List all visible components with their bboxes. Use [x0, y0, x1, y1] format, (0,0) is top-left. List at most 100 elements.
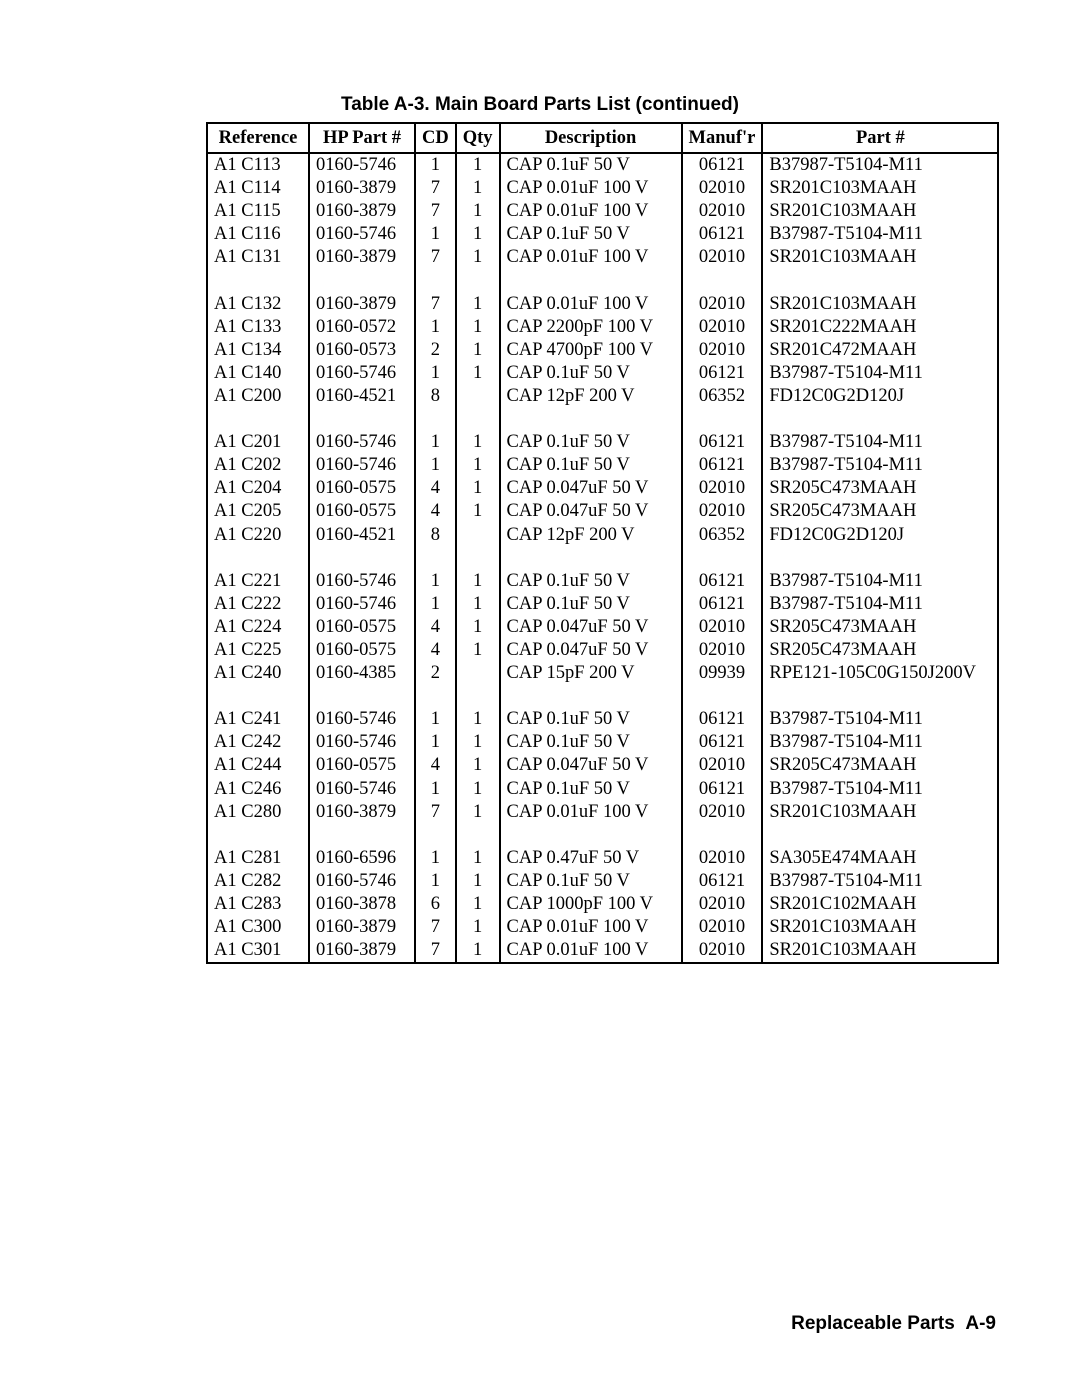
- table-row: A1 C2410160-574611CAP 0.1uF 50 V06121B37…: [207, 708, 998, 731]
- cell-ref: A1 C133: [207, 316, 309, 339]
- cell-part: B37987-T5104-M11: [762, 431, 998, 454]
- cell-cd: 6: [415, 893, 456, 916]
- cell-desc: CAP 0.047uF 50 V: [500, 500, 682, 523]
- cell-man: 06121: [682, 153, 763, 177]
- cell-cd: 1: [415, 431, 456, 454]
- cell-man: 06121: [682, 870, 763, 893]
- cell-man: 06121: [682, 731, 763, 754]
- parts-table: Reference HP Part # CD Qty Description M…: [206, 122, 999, 964]
- cell-desc: CAP 0.1uF 50 V: [500, 454, 682, 477]
- cell-hp: 0160-0575: [309, 616, 415, 639]
- cell-cd: 1: [415, 847, 456, 870]
- header-row: Reference HP Part # CD Qty Description M…: [207, 123, 998, 153]
- cell-desc: CAP 0.047uF 50 V: [500, 477, 682, 500]
- cell-qty: 1: [456, 477, 500, 500]
- cell-desc: CAP 12pF 200 V: [500, 524, 682, 547]
- cell-man: 02010: [682, 939, 763, 963]
- page-footer: Replaceable Parts A-9: [791, 1313, 996, 1335]
- cell-part: B37987-T5104-M11: [762, 223, 998, 246]
- cell-desc: CAP 0.1uF 50 V: [500, 153, 682, 177]
- table-row: A1 C2800160-387971CAP 0.01uF 100 V02010S…: [207, 801, 998, 824]
- cell-cd: 1: [415, 223, 456, 246]
- cell-qty: 1: [456, 593, 500, 616]
- table-row: A1 C1340160-057321CAP 4700pF 100 V02010S…: [207, 339, 998, 362]
- cell-hp: 0160-5746: [309, 570, 415, 593]
- cell-part: SR201C103MAAH: [762, 177, 998, 200]
- cell-desc: CAP 0.01uF 100 V: [500, 801, 682, 824]
- table-row: A1 C1310160-387971CAP 0.01uF 100 V02010S…: [207, 246, 998, 269]
- cell-qty: 1: [456, 778, 500, 801]
- cell-man: 02010: [682, 639, 763, 662]
- cell-hp: 0160-3879: [309, 801, 415, 824]
- cell-desc: CAP 12pF 200 V: [500, 385, 682, 408]
- cell-hp: 0160-3879: [309, 246, 415, 269]
- cell-part: B37987-T5104-M11: [762, 731, 998, 754]
- cell-ref: A1 C281: [207, 847, 309, 870]
- table-row: A1 C2820160-574611CAP 0.1uF 50 V06121B37…: [207, 870, 998, 893]
- cell-qty: 1: [456, 616, 500, 639]
- cell-part: SR201C103MAAH: [762, 246, 998, 269]
- cell-qty: 1: [456, 500, 500, 523]
- cell-cd: 8: [415, 385, 456, 408]
- cell-ref: A1 C205: [207, 500, 309, 523]
- cell-hp: 0160-5746: [309, 870, 415, 893]
- cell-man: 02010: [682, 916, 763, 939]
- cell-ref: A1 C220: [207, 524, 309, 547]
- cell-hp: 0160-0573: [309, 339, 415, 362]
- cell-qty: 1: [456, 177, 500, 200]
- cell-part: SR205C473MAAH: [762, 754, 998, 777]
- cell-part: FD12C0G2D120J: [762, 524, 998, 547]
- cell-qty: 1: [456, 870, 500, 893]
- cell-cd: 1: [415, 362, 456, 385]
- cell-part: SR201C103MAAH: [762, 200, 998, 223]
- cell-man: 02010: [682, 200, 763, 223]
- cell-qty: 1: [456, 893, 500, 916]
- cell-part: SR205C473MAAH: [762, 500, 998, 523]
- cell-cd: 2: [415, 662, 456, 685]
- cell-cd: 2: [415, 339, 456, 362]
- table-row: A1 C2200160-45218CAP 12pF 200 V06352FD12…: [207, 524, 998, 547]
- col-manufr: Manuf'r: [682, 123, 763, 153]
- cell-cd: 4: [415, 616, 456, 639]
- cell-desc: CAP 0.01uF 100 V: [500, 200, 682, 223]
- cell-desc: CAP 0.01uF 100 V: [500, 246, 682, 269]
- cell-cd: 4: [415, 500, 456, 523]
- cell-qty: 1: [456, 316, 500, 339]
- cell-cd: 1: [415, 708, 456, 731]
- cell-cd: 8: [415, 524, 456, 547]
- cell-hp: 0160-5746: [309, 153, 415, 177]
- cell-part: FD12C0G2D120J: [762, 385, 998, 408]
- cell-desc: CAP 0.1uF 50 V: [500, 778, 682, 801]
- cell-man: 06121: [682, 223, 763, 246]
- cell-ref: A1 C201: [207, 431, 309, 454]
- cell-man: 06121: [682, 570, 763, 593]
- table-row: A1 C1320160-387971CAP 0.01uF 100 V02010S…: [207, 293, 998, 316]
- cell-desc: CAP 0.047uF 50 V: [500, 639, 682, 662]
- cell-desc: CAP 0.01uF 100 V: [500, 177, 682, 200]
- cell-ref: A1 C301: [207, 939, 309, 963]
- cell-hp: 0160-0575: [309, 477, 415, 500]
- table-row: A1 C3000160-387971CAP 0.01uF 100 V02010S…: [207, 916, 998, 939]
- cell-qty: 1: [456, 246, 500, 269]
- cell-part: SR201C102MAAH: [762, 893, 998, 916]
- cell-hp: 0160-4521: [309, 524, 415, 547]
- cell-hp: 0160-0575: [309, 500, 415, 523]
- cell-cd: 1: [415, 316, 456, 339]
- cell-hp: 0160-5746: [309, 731, 415, 754]
- table-row: A1 C2050160-057541CAP 0.047uF 50 V02010S…: [207, 500, 998, 523]
- cell-qty: 1: [456, 708, 500, 731]
- cell-cd: 1: [415, 778, 456, 801]
- cell-qty: 1: [456, 939, 500, 963]
- cell-cd: 1: [415, 870, 456, 893]
- cell-qty: 1: [456, 731, 500, 754]
- cell-man: 06121: [682, 778, 763, 801]
- cell-ref: A1 C132: [207, 293, 309, 316]
- cell-hp: 0160-3879: [309, 200, 415, 223]
- cell-desc: CAP 0.01uF 100 V: [500, 293, 682, 316]
- cell-man: 02010: [682, 477, 763, 500]
- cell-part: B37987-T5104-M11: [762, 870, 998, 893]
- cell-hp: 0160-0575: [309, 754, 415, 777]
- col-part: Part #: [762, 123, 998, 153]
- table-row: A1 C2220160-574611CAP 0.1uF 50 V06121B37…: [207, 593, 998, 616]
- cell-cd: 1: [415, 731, 456, 754]
